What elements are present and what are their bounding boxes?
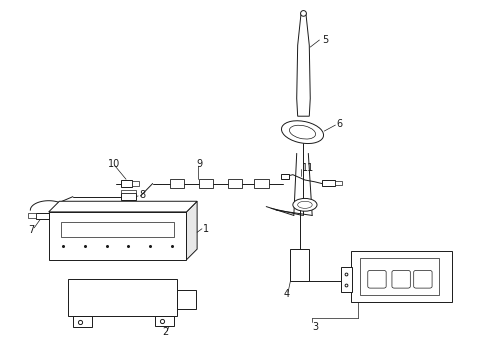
Bar <box>359 258 438 295</box>
Text: 4: 4 <box>283 289 289 299</box>
Text: 11: 11 <box>301 163 313 172</box>
Bar <box>121 190 136 193</box>
Text: 7: 7 <box>28 225 34 235</box>
Bar <box>121 180 132 187</box>
Bar <box>36 213 50 219</box>
FancyBboxPatch shape <box>367 270 386 288</box>
Bar <box>321 180 335 186</box>
Ellipse shape <box>297 201 311 208</box>
Polygon shape <box>49 201 197 212</box>
Ellipse shape <box>300 10 306 16</box>
Text: 9: 9 <box>196 159 202 169</box>
Text: 1: 1 <box>203 224 209 234</box>
Polygon shape <box>186 201 197 260</box>
Bar <box>68 279 177 316</box>
Bar <box>28 213 36 218</box>
FancyBboxPatch shape <box>413 270 431 288</box>
Bar <box>49 212 186 260</box>
Bar <box>198 179 213 188</box>
Polygon shape <box>296 13 309 116</box>
Bar <box>280 174 289 179</box>
Bar <box>121 193 136 200</box>
Text: 5: 5 <box>321 35 327 45</box>
Text: 3: 3 <box>311 322 318 332</box>
Ellipse shape <box>292 198 316 211</box>
Bar <box>341 267 351 292</box>
Bar <box>61 222 174 237</box>
FancyBboxPatch shape <box>391 270 409 288</box>
Ellipse shape <box>281 121 323 144</box>
Bar <box>290 249 308 281</box>
Text: 10: 10 <box>108 159 120 169</box>
Bar <box>169 179 183 188</box>
Bar <box>350 251 451 302</box>
Bar <box>335 181 342 185</box>
Bar <box>132 181 138 186</box>
Bar <box>177 290 196 309</box>
Bar <box>155 316 174 327</box>
Text: 8: 8 <box>139 190 145 200</box>
Bar <box>254 179 268 188</box>
Bar <box>73 316 92 327</box>
Ellipse shape <box>289 125 315 139</box>
Text: 2: 2 <box>162 327 168 337</box>
Bar <box>227 179 242 188</box>
Text: 6: 6 <box>336 119 342 129</box>
